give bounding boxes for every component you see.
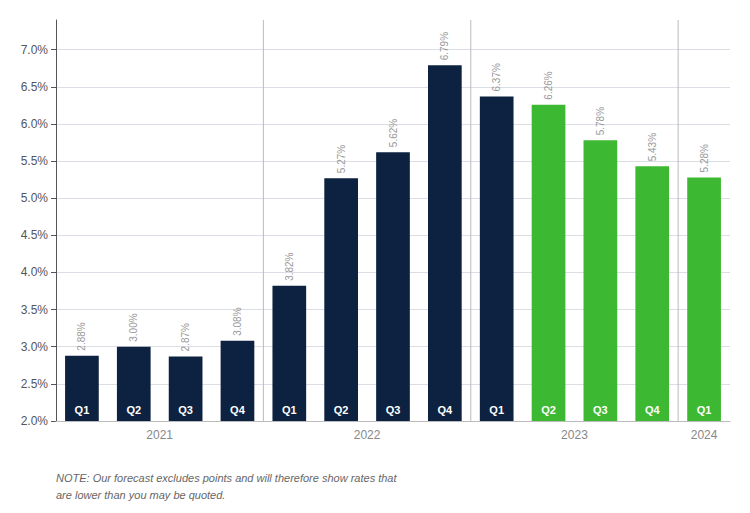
svg-text:6.37%: 6.37%: [491, 63, 502, 91]
svg-text:2.0%: 2.0%: [21, 414, 49, 428]
svg-text:6.79%: 6.79%: [439, 32, 450, 60]
svg-text:3.0%: 3.0%: [21, 340, 49, 354]
svg-text:2023: 2023: [561, 428, 588, 442]
svg-text:5.43%: 5.43%: [647, 133, 658, 161]
svg-text:2.87%: 2.87%: [180, 323, 191, 351]
svg-text:2022: 2022: [354, 428, 381, 442]
svg-text:Q3: Q3: [593, 404, 608, 416]
svg-text:5.27%: 5.27%: [336, 145, 347, 173]
svg-text:Q3: Q3: [386, 404, 401, 416]
svg-text:Q2: Q2: [126, 404, 141, 416]
svg-text:3.5%: 3.5%: [21, 303, 49, 317]
svg-text:4.5%: 4.5%: [21, 228, 49, 242]
svg-text:Q2: Q2: [334, 404, 349, 416]
svg-text:5.78%: 5.78%: [595, 107, 606, 135]
svg-text:Q1: Q1: [282, 404, 297, 416]
svg-text:Q3: Q3: [178, 404, 193, 416]
svg-text:are lower than you may be quot: are lower than you may be quoted.: [56, 489, 225, 501]
svg-text:5.28%: 5.28%: [699, 144, 710, 172]
svg-text:Q4: Q4: [645, 404, 661, 416]
svg-text:3.82%: 3.82%: [284, 252, 295, 280]
svg-text:NOTE: Our forecast excludes po: NOTE: Our forecast excludes points and w…: [56, 472, 397, 484]
svg-text:5.5%: 5.5%: [21, 154, 49, 168]
svg-text:6.5%: 6.5%: [21, 80, 49, 94]
svg-text:Q1: Q1: [697, 404, 712, 416]
svg-text:Q2: Q2: [541, 404, 556, 416]
svg-text:Q1: Q1: [489, 404, 504, 416]
svg-text:3.00%: 3.00%: [128, 313, 139, 341]
svg-text:2.5%: 2.5%: [21, 377, 49, 391]
svg-text:2021: 2021: [146, 428, 173, 442]
svg-text:7.0%: 7.0%: [21, 43, 49, 57]
svg-text:2024: 2024: [691, 428, 718, 442]
svg-text:Q1: Q1: [75, 404, 90, 416]
svg-text:3.08%: 3.08%: [232, 307, 243, 335]
svg-text:4.0%: 4.0%: [21, 265, 49, 279]
svg-text:5.0%: 5.0%: [21, 191, 49, 205]
svg-text:Q4: Q4: [230, 404, 246, 416]
svg-text:6.26%: 6.26%: [543, 71, 554, 99]
svg-text:6.0%: 6.0%: [21, 117, 49, 131]
svg-text:Q4: Q4: [438, 404, 454, 416]
svg-text:5.62%: 5.62%: [388, 119, 399, 147]
svg-text:2.88%: 2.88%: [76, 322, 87, 350]
